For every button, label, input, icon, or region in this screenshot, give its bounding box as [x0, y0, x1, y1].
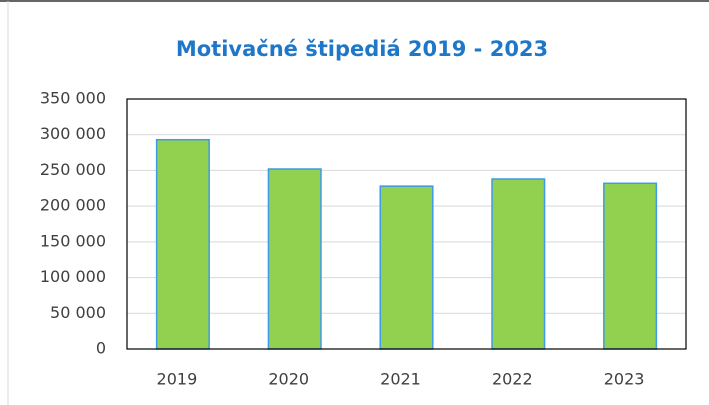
x-tick-label: 2022 [492, 370, 533, 389]
y-tick-label: 0 [96, 339, 106, 358]
y-tick-label: 350 000 [40, 89, 106, 108]
y-tick-label: 150 000 [40, 231, 106, 250]
y-tick-label: 50 000 [50, 303, 106, 322]
chart-title: Motivačné štipediá 2019 - 2023 [176, 37, 548, 61]
y-tick-label: 250 000 [40, 160, 106, 179]
plot-frame [126, 98, 687, 350]
bar [155, 138, 210, 350]
y-tick-label: 200 000 [40, 196, 106, 215]
bar [267, 168, 322, 350]
y-tick-label: 300 000 [40, 124, 106, 143]
x-tick-label: 2021 [380, 370, 421, 389]
bar [603, 182, 658, 350]
x-tick-label: 2023 [604, 370, 645, 389]
x-tick-label: 2020 [268, 370, 309, 389]
x-tick-label: 2019 [157, 370, 198, 389]
y-tick-label: 100 000 [40, 267, 106, 286]
bar [491, 178, 546, 350]
bar [379, 185, 434, 350]
